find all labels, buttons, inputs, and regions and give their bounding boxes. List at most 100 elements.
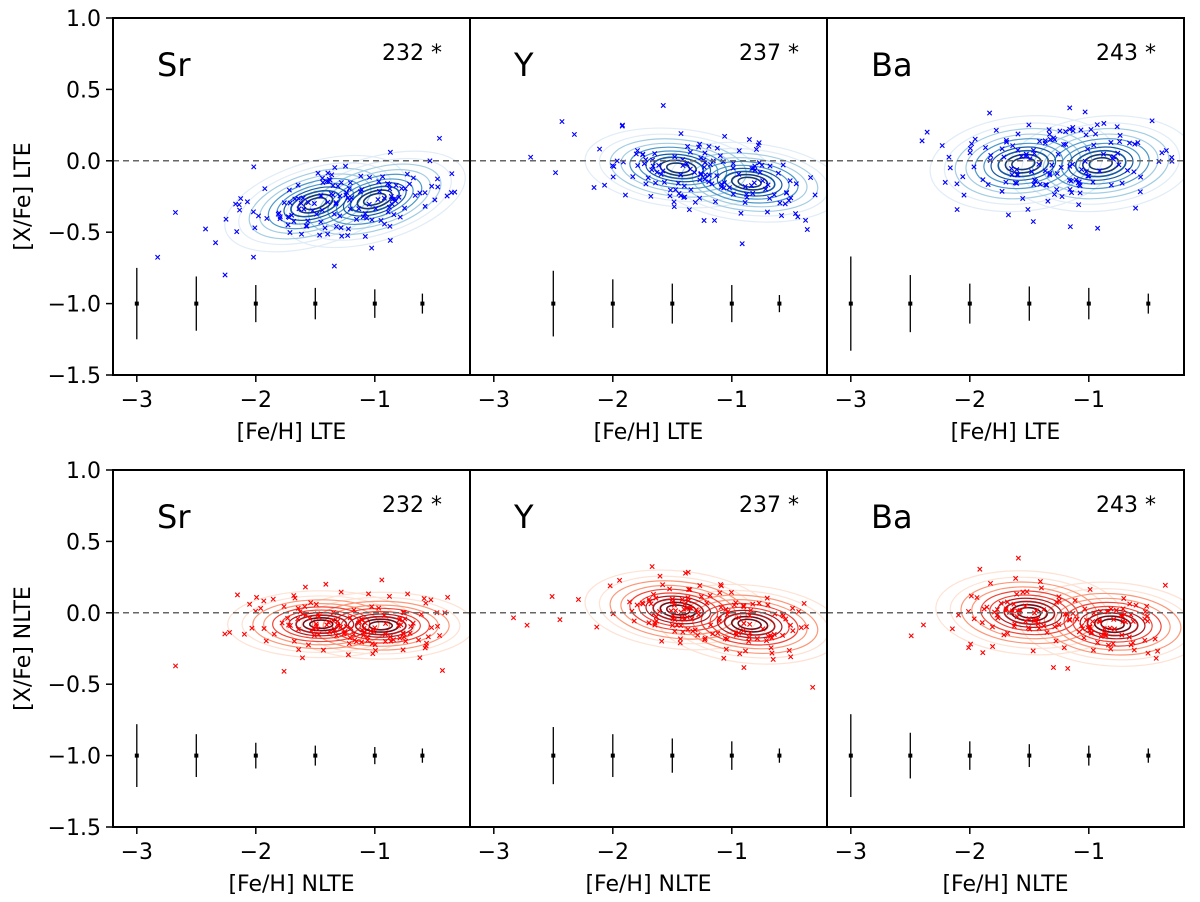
- data-point: [417, 190, 423, 196]
- data-point: [1010, 143, 1016, 149]
- data-point: [1044, 629, 1050, 636]
- error-bar: [134, 724, 139, 788]
- data-point: [1067, 126, 1073, 132]
- data-point: [1119, 632, 1125, 638]
- data-point: [346, 197, 353, 203]
- data-point: [1073, 177, 1079, 183]
- data-point: [741, 620, 747, 626]
- data-point: [281, 603, 287, 610]
- density-contour: [308, 619, 334, 630]
- data-point: [760, 178, 766, 184]
- density-contour: [340, 610, 421, 641]
- data-point: [422, 203, 428, 209]
- data-point: [372, 625, 378, 631]
- data-point: [1092, 131, 1099, 137]
- data-point: [634, 602, 640, 608]
- data-point: [275, 211, 281, 217]
- data-point: [1153, 655, 1159, 661]
- data-point: [653, 595, 659, 601]
- data-point: [1121, 595, 1127, 602]
- error-bar: [313, 745, 318, 766]
- data-point: [690, 628, 696, 634]
- data-point: [946, 154, 952, 160]
- data-point: [763, 186, 769, 192]
- data-point: [742, 184, 748, 190]
- error-bar-center: [777, 301, 782, 306]
- data-point: [302, 584, 308, 590]
- data-point: [1142, 609, 1148, 615]
- data-point: [346, 186, 352, 192]
- data-point: [798, 625, 804, 631]
- data-point: [635, 163, 641, 169]
- data-point: [679, 597, 685, 603]
- data-point: [400, 647, 406, 653]
- data-point: [1046, 127, 1052, 133]
- data-point: [315, 170, 321, 176]
- data-point: [270, 596, 276, 602]
- data-point: [721, 655, 727, 661]
- data-point: [172, 663, 179, 669]
- data-point: [1022, 603, 1028, 609]
- x-tick-label: −2: [240, 388, 272, 413]
- data-point: [303, 223, 309, 229]
- data-point: [250, 254, 257, 260]
- data-point: [977, 566, 983, 572]
- data-point: [1008, 165, 1015, 172]
- data-point: [296, 647, 302, 653]
- density-contour: [286, 591, 470, 660]
- data-point: [783, 616, 789, 622]
- data-point: [679, 615, 685, 621]
- data-point: [656, 162, 662, 168]
- data-point: [790, 628, 796, 634]
- data-point: [985, 181, 991, 188]
- error-bar-center: [134, 753, 139, 758]
- data-point: [722, 635, 728, 642]
- data-point: [397, 214, 403, 220]
- data-point: [646, 598, 652, 604]
- data-point: [1082, 606, 1088, 612]
- data-point: [397, 635, 403, 641]
- data-point: [434, 176, 441, 182]
- data-point: [382, 638, 388, 645]
- element-label: Ba: [871, 498, 913, 536]
- data-point: [306, 615, 313, 621]
- data-point: [1001, 154, 1007, 160]
- data-point: [347, 615, 353, 621]
- data-point: [298, 200, 304, 206]
- error-bar-center: [313, 753, 318, 758]
- data-point: [311, 632, 317, 639]
- density-contour: [971, 586, 1088, 640]
- x-tick-label: −2: [240, 840, 272, 865]
- data-point: [376, 179, 382, 185]
- data-point: [672, 154, 678, 160]
- data-point: [989, 643, 996, 650]
- data-point: [1041, 623, 1047, 629]
- panel-nlte-ba: Ba 243 * −3 −2 −1[Fe/H] NLTE: [826, 469, 1185, 897]
- data-point: [755, 142, 761, 148]
- data-point: [686, 207, 692, 213]
- data-point: [1047, 136, 1053, 143]
- data-point: [1108, 646, 1114, 652]
- star-count-label: 243 *: [1096, 493, 1156, 518]
- data-point: [633, 151, 639, 157]
- data-point: [1097, 619, 1103, 625]
- data-point: [987, 580, 994, 586]
- x-tick-label: −2: [954, 840, 986, 865]
- data-point: [658, 171, 664, 178]
- data-point: [432, 197, 438, 203]
- data-point: [1144, 603, 1150, 609]
- data-point: [356, 619, 363, 625]
- data-point: [1091, 142, 1097, 148]
- data-point: [376, 188, 383, 194]
- y-tick-label: −1.5: [48, 816, 101, 841]
- data-point: [771, 631, 777, 637]
- x-tick-label: −1: [359, 388, 391, 413]
- data-point: [717, 582, 724, 588]
- data-point: [730, 165, 736, 171]
- data-point: [1054, 170, 1060, 177]
- data-point: [1079, 623, 1085, 629]
- data-point: [687, 149, 693, 155]
- data-point: [285, 615, 291, 621]
- data-point: [1083, 617, 1090, 623]
